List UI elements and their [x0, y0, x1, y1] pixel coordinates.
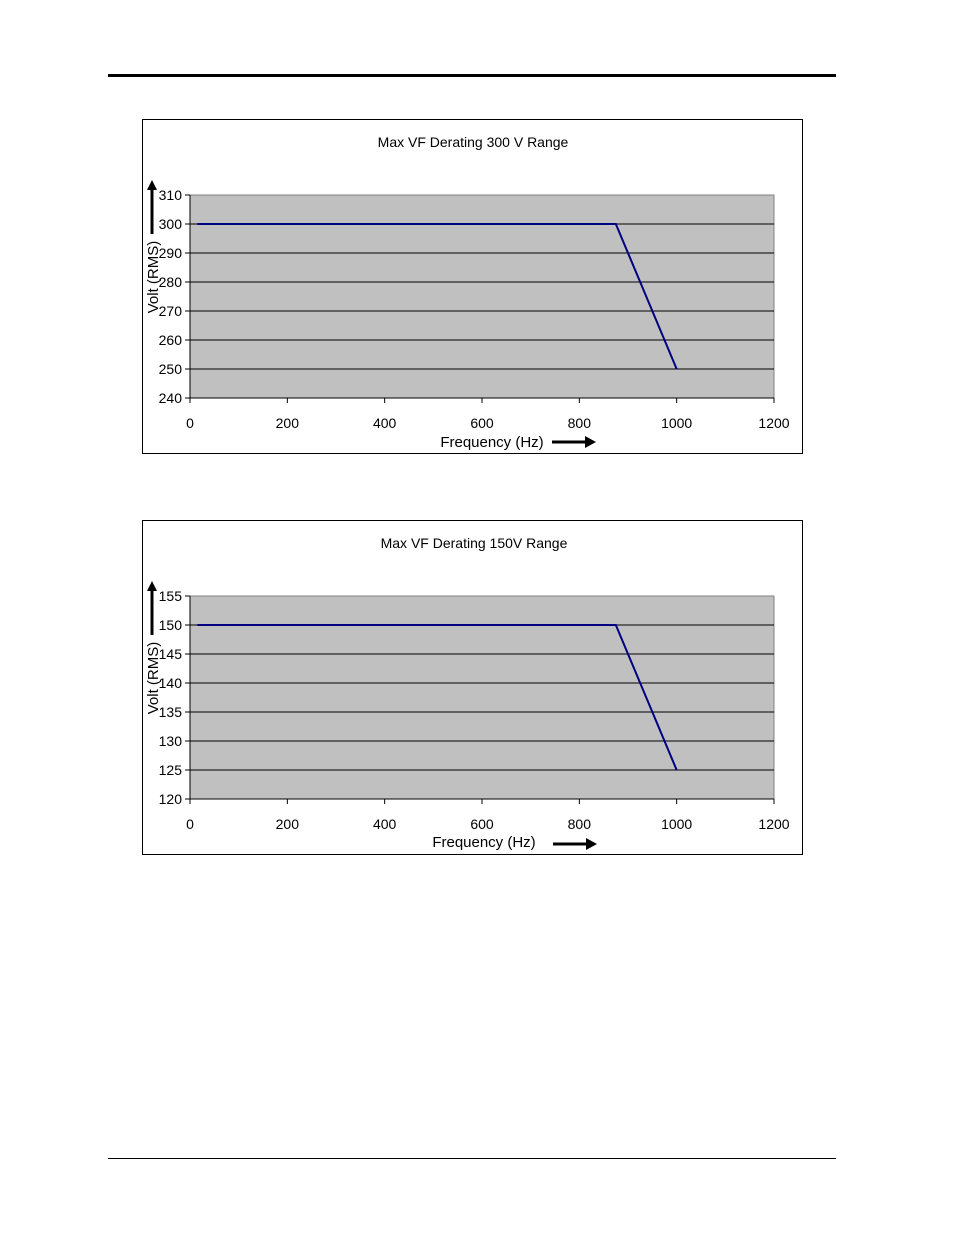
plot-area	[189, 595, 775, 800]
plot-area	[189, 194, 775, 399]
series-line	[197, 223, 678, 370]
chart-title: Max VF Derating 300 V Range	[378, 134, 569, 150]
y-axis-arrow-icon	[147, 581, 157, 635]
y-tick-label: 130	[159, 733, 183, 749]
y-axis-ticks: 240 250 260 270 280 290 300 310	[159, 187, 190, 406]
x-axis-arrow-icon	[553, 838, 597, 850]
x-tick-label: 400	[373, 816, 397, 832]
y-tick-label: 145	[159, 646, 183, 662]
y-tick-label: 240	[159, 390, 183, 406]
plot-background	[189, 194, 775, 399]
x-tick-label: 0	[186, 816, 194, 832]
chart-300v-svg: Max VF Derating 300 V Range 240 250 260 270…	[145, 134, 790, 451]
chart-150v-svg: Max VF Derating 150V Range 1201251301351…	[145, 535, 790, 851]
x-tick-label: 1000	[661, 816, 692, 832]
y-tick-label: 135	[159, 704, 183, 720]
x-tick-label: 800	[568, 816, 592, 832]
y-tick-label: 280	[159, 274, 183, 290]
x-tick-label: 1200	[758, 415, 789, 431]
y-tick-label: 310	[159, 187, 183, 203]
y-tick-label: 155	[159, 588, 183, 604]
x-axis-label: Frequency (Hz)	[432, 834, 535, 851]
x-tick-label: 600	[470, 415, 494, 431]
y-tick-label: 125	[159, 762, 183, 778]
y-tick-label: 290	[159, 245, 183, 261]
y-axis-arrow-icon	[147, 180, 157, 234]
footer-rule	[108, 1158, 836, 1159]
x-axis-ticks: 0 200 400 600 800 1000 1200	[186, 799, 790, 832]
chart-300v-range: Max VF Derating 300 V Range 240 250 260 270…	[142, 119, 803, 454]
header-rule	[108, 74, 836, 77]
y-axis-label: Volt (RMS)	[145, 642, 162, 715]
x-tick-label: 0	[186, 415, 194, 431]
y-tick-label: 120	[159, 791, 183, 807]
x-tick-label: 800	[568, 415, 592, 431]
y-tick-label: 270	[159, 303, 183, 319]
y-tick-label: 140	[159, 675, 183, 691]
y-axis-ticks: 120 125 130 135 140 145 150 155	[159, 588, 190, 807]
x-axis-label: Frequency (Hz)	[440, 434, 543, 451]
x-tick-label: 1200	[758, 816, 789, 832]
x-axis-arrow-icon	[552, 436, 596, 448]
x-axis-ticks: 0 200 400 600 800 1000 1200	[186, 398, 790, 431]
y-tick-label: 300	[159, 216, 183, 232]
y-axis-label: Volt (RMS)	[145, 241, 162, 314]
plot-background	[189, 595, 775, 800]
x-tick-label: 200	[276, 415, 300, 431]
chart-title: Max VF Derating 150V Range	[381, 535, 568, 551]
y-tick-label: 250	[159, 361, 183, 377]
series-line	[197, 624, 678, 771]
x-tick-label: 600	[470, 816, 494, 832]
x-tick-label: 200	[276, 816, 300, 832]
chart-150v-range: Max VF Derating 150V Range 120 125 130 135 1…	[142, 520, 803, 855]
y-tick-label: 260	[159, 332, 183, 348]
x-tick-label: 400	[373, 415, 397, 431]
y-tick-label: 150	[159, 617, 183, 633]
x-tick-label: 1000	[661, 415, 692, 431]
